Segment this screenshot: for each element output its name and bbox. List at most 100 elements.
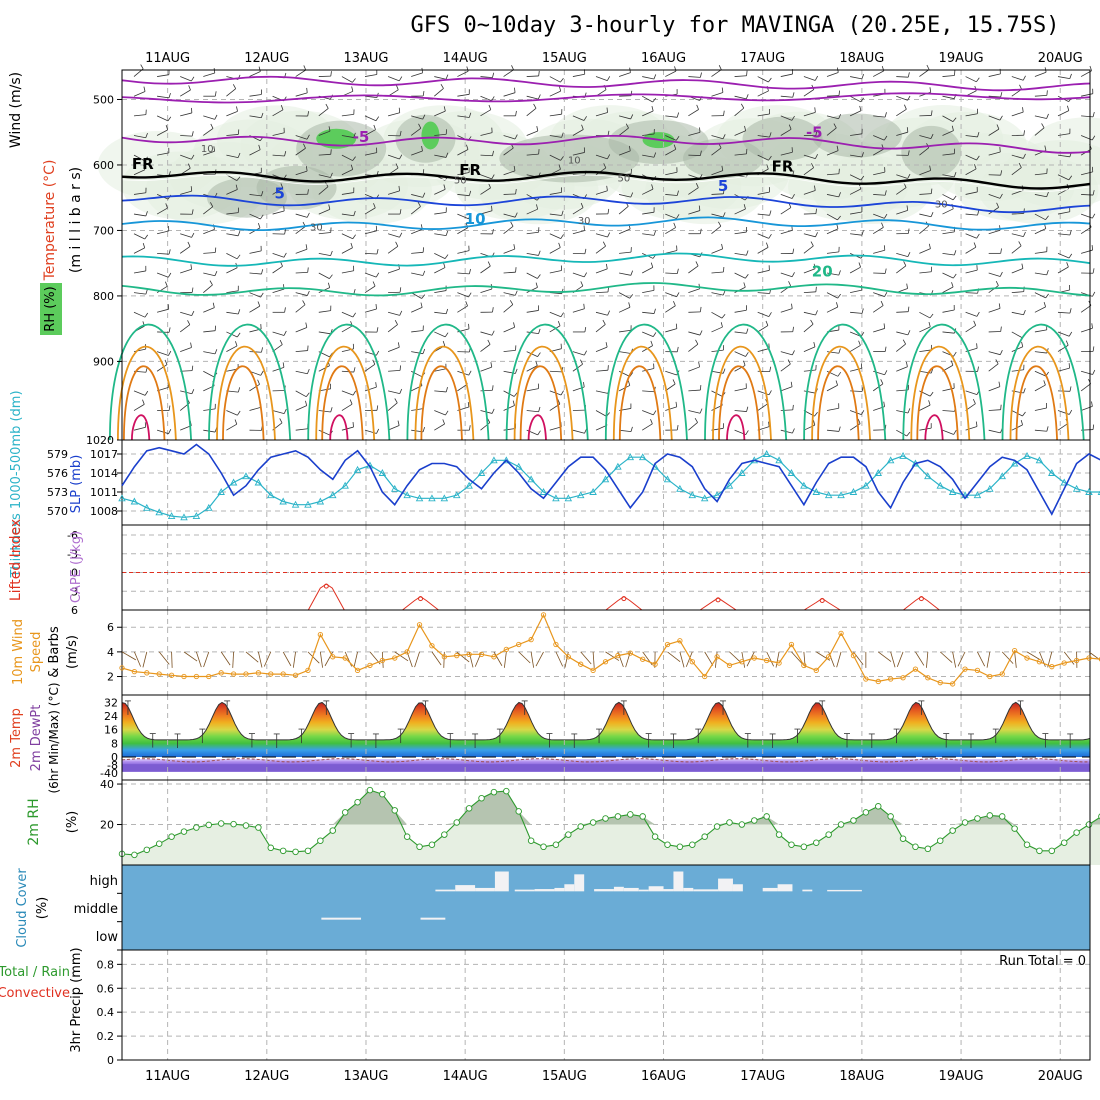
wind-barb-staff (896, 311, 909, 313)
wind-axis-label: Wind (m/s) (8, 72, 24, 148)
wind-barb-flag (468, 292, 472, 298)
wind-barb-flag (718, 221, 722, 227)
wind-barb-flag (536, 204, 539, 210)
wind-barb-staff (757, 292, 770, 294)
rh-marker (366, 786, 374, 794)
wind-barb-staff (526, 331, 539, 335)
wind-barb-staff (595, 410, 607, 417)
contour-label: 30 (310, 222, 323, 233)
rh-marker (131, 851, 138, 859)
wind-barb-flag (1023, 310, 1026, 315)
y-tick-label: 0.8 (97, 958, 115, 971)
wind-barb-flag (607, 287, 609, 293)
contour-label: 50 (617, 173, 630, 184)
wind-barb-staff (1057, 252, 1070, 259)
wind-barb-staff (595, 346, 608, 352)
wind-speed-marker (801, 662, 807, 669)
wind-barb-staff (942, 231, 955, 235)
wind-barb-staff (295, 147, 306, 156)
wind-barb-staff (919, 69, 930, 77)
wind-barb-flag (860, 97, 865, 103)
wind-barb-flag (998, 303, 1001, 309)
wind-barb-staff (618, 150, 631, 156)
wind-barb-flag (142, 243, 146, 249)
rh-marker (1085, 821, 1093, 828)
thickness-marker (812, 488, 821, 495)
wind-barb-staff (896, 174, 908, 179)
wind-barb-flag (445, 308, 449, 314)
wind-barb-flag (907, 251, 911, 257)
rh-marker (230, 820, 237, 828)
wind-barb-flag (280, 105, 284, 110)
wind-barb-staff (826, 194, 839, 198)
wind-barb-staff (480, 174, 492, 180)
wind-barb-flag (210, 123, 214, 129)
thickness-marker (291, 500, 300, 508)
thickness-marker (986, 484, 994, 492)
wind-barb-staff (965, 292, 978, 294)
wind-barb-staff (1034, 306, 1046, 313)
wind-barb-flag (976, 233, 980, 239)
wind-barb-staff (618, 206, 629, 215)
wind-speed-marker (602, 659, 609, 665)
wind-barb-staff (203, 72, 215, 77)
wind-barb-flag (902, 339, 906, 345)
rh-marker (180, 828, 188, 835)
wind-barb-staff (157, 230, 169, 235)
diurnal-contour-loop (704, 323, 788, 441)
wind-barb-staff (919, 404, 931, 411)
wind-speed-marker (466, 651, 472, 657)
wind-barb-flag (907, 408, 911, 414)
wind-barb-staff (480, 210, 493, 215)
wind-barb-staff (642, 267, 653, 274)
wind-barb-staff (549, 270, 562, 274)
thickness-marker (688, 491, 697, 499)
rh-marker (379, 790, 386, 798)
wind-barb-flag (417, 201, 421, 207)
wind-barb-flag (650, 262, 654, 268)
wind-barb-staff (919, 193, 932, 195)
wind-barb-flag (445, 410, 449, 416)
wind-barb-flag (695, 261, 699, 267)
wind-barb-flag (1018, 241, 1022, 247)
wind-barb-staff (318, 272, 330, 279)
wind-barb-staff (180, 135, 193, 137)
wind-barb-flag (838, 114, 842, 119)
rh-marker (317, 837, 324, 844)
wind-barb-staff (203, 330, 216, 333)
wind-barb (977, 651, 986, 667)
wind-barb-staff (1080, 383, 1091, 392)
rh-marker (403, 833, 411, 840)
wind-barb-flag (1092, 111, 1095, 117)
wind-barb-flag (538, 328, 541, 334)
wind-barb-flag (607, 130, 610, 136)
high-cloud-bar (623, 887, 639, 892)
wind-barb-flag (790, 381, 793, 387)
wind-barb-staff (942, 130, 954, 136)
wind-barb-flag (538, 406, 541, 412)
temperature-tick-label: 16 (104, 724, 118, 737)
wind-barb (957, 651, 966, 667)
wind-barb-staff (757, 90, 769, 97)
wind-barb-flag (995, 280, 999, 286)
wind-barb-staff (295, 213, 308, 218)
thickness-marker (601, 475, 610, 483)
wind-speed-marker (1036, 659, 1043, 665)
wind-barb-flag (584, 428, 587, 434)
wind-barb-staff (526, 95, 539, 100)
wind-barb-staff (896, 76, 909, 78)
wind-barb-staff (411, 272, 424, 276)
rh-marker (205, 821, 213, 829)
high-cloud-bar (613, 886, 624, 892)
wind-barb-flag (928, 400, 931, 406)
rh-50-region (499, 134, 640, 183)
wind-barb-flag (810, 319, 814, 325)
wind-barb-flag (191, 209, 194, 215)
wind-barb-staff (826, 228, 839, 235)
wind-barb-flag (191, 365, 194, 371)
diurnal-contour-loop (117, 345, 177, 441)
wind-barb-staff (249, 115, 262, 119)
wind-barb-flag (836, 302, 839, 308)
